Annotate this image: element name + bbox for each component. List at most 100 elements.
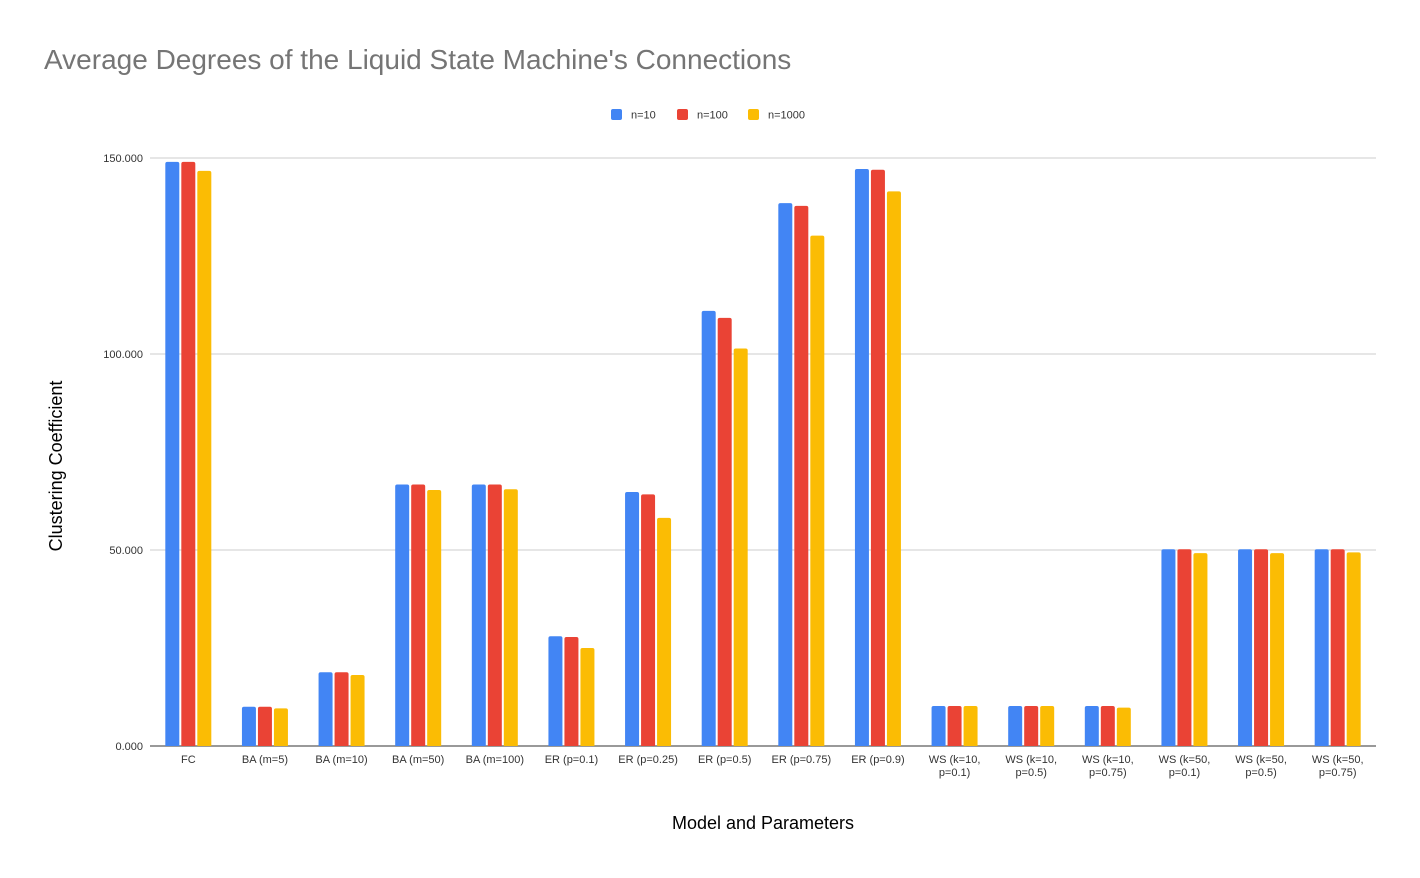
bar-n-100-8 — [794, 205, 809, 747]
x-tick-label: FC — [181, 754, 196, 766]
bar-n-10-1 — [241, 706, 256, 746]
x-tick-label: ER (p=0.1) — [545, 754, 599, 766]
bar-n-100-11 — [1024, 706, 1039, 746]
bar-n-1000-3 — [427, 490, 442, 746]
y-tick-label: 150.000 — [103, 153, 143, 165]
bar-n-1000-1 — [273, 708, 288, 746]
bar-n-10-10 — [931, 706, 946, 746]
x-tick-label-line: WS (k=10, — [929, 754, 981, 766]
bar-n-100-1 — [257, 706, 272, 746]
x-tick-label: WS (k=50, p=0.1) — [1159, 754, 1211, 779]
legend-label-n-100: n=100 — [697, 110, 728, 122]
bar-n-10-9 — [854, 168, 869, 746]
x-tick-label-line: BA (m=50) — [392, 754, 444, 766]
bar-n-1000-4 — [503, 489, 518, 746]
x-tick-label-line: ER (p=0.5) — [698, 754, 752, 766]
bar-n-100-7 — [717, 317, 732, 746]
bar-n-100-4 — [487, 484, 502, 746]
x-axis-title: Model and Parameters — [672, 813, 854, 833]
bar-n-1000-15 — [1346, 552, 1361, 746]
bar-n-100-0 — [181, 161, 196, 747]
bar-n-1000-0 — [197, 170, 212, 746]
y-tick-label: 100.000 — [103, 349, 143, 361]
x-tick-label-line: WS (k=10, — [1005, 754, 1057, 766]
bar-n-100-2 — [334, 672, 349, 746]
legend-label-n-1000: n=1000 — [768, 110, 805, 122]
y-axis-ticks: 0.000 50.000 100.000 150.000 — [103, 153, 143, 753]
x-tick-label-line: FC — [181, 754, 196, 766]
x-tick-label: BA (m=10) — [315, 754, 367, 766]
bar-n-100-13 — [1177, 549, 1192, 746]
x-tick-label: WS (k=50, p=0.5) — [1235, 754, 1287, 779]
bar-n-100-9 — [870, 169, 885, 746]
x-tick-label-line: WS (k=50, — [1235, 754, 1287, 766]
x-tick-label-line: p=0.5) — [1245, 767, 1277, 779]
bar-n-1000-10 — [963, 706, 978, 746]
bar-n-10-13 — [1161, 549, 1176, 746]
chart-title: Average Degrees of the Liquid State Mach… — [44, 44, 792, 75]
x-axis-ticks: FC BA (m=5) BA (m=10) BA (m=50) BA (m=100) ER… — [181, 754, 1364, 779]
x-tick-label: WS (k=10, p=0.1) — [929, 754, 981, 779]
x-tick-label: ER (p=0.9) — [851, 754, 905, 766]
legend-label-n-10: n=10 — [631, 110, 656, 122]
x-tick-label-line: p=0.5) — [1015, 767, 1047, 779]
x-tick-label-line: p=0.75) — [1089, 767, 1127, 779]
bar-n-1000-9 — [886, 191, 901, 746]
x-tick-label-line: p=0.1) — [1169, 767, 1201, 779]
bar-n-100-10 — [947, 706, 962, 746]
bar-n-1000-6 — [657, 517, 672, 746]
x-tick-label: BA (m=5) — [242, 754, 288, 766]
x-tick-label-line: ER (p=0.9) — [851, 754, 905, 766]
bar-n-1000-11 — [1040, 706, 1055, 746]
x-tick-label-line: WS (k=50, — [1159, 754, 1211, 766]
bar-n-1000-5 — [580, 648, 595, 746]
bar-n-10-11 — [1008, 706, 1023, 746]
bar-n-10-12 — [1084, 706, 1099, 746]
bar-n-1000-13 — [1193, 553, 1208, 746]
bar-n-100-5 — [564, 637, 579, 746]
bar-n-100-15 — [1330, 549, 1345, 746]
x-tick-label-line: ER (p=0.1) — [545, 754, 599, 766]
x-tick-label-line: ER (p=0.75) — [772, 754, 832, 766]
x-tick-label: WS (k=10, p=0.75) — [1082, 754, 1134, 779]
gridlines — [150, 157, 1376, 747]
x-tick-label: WS (k=10, p=0.5) — [1005, 754, 1057, 779]
legend-swatch-n-100 — [677, 109, 688, 120]
x-tick-label-line: WS (k=10, — [1082, 754, 1134, 766]
bars — [165, 161, 1361, 747]
bar-n-10-2 — [318, 672, 333, 746]
legend-swatch-n-1000 — [748, 109, 759, 120]
x-tick-label: BA (m=100) — [466, 754, 524, 766]
x-tick-label: ER (p=0.25) — [618, 754, 678, 766]
bar-n-100-3 — [411, 484, 426, 746]
bar-n-10-4 — [471, 484, 486, 746]
y-tick-label: 0.000 — [115, 741, 143, 753]
x-tick-label-line: p=0.1) — [939, 767, 971, 779]
x-tick-label-line: p=0.75) — [1319, 767, 1357, 779]
x-tick-label: WS (k=50, p=0.75) — [1312, 754, 1364, 779]
bar-n-10-8 — [778, 203, 793, 746]
bar-n-100-12 — [1100, 706, 1115, 746]
x-tick-label-line: BA (m=5) — [242, 754, 288, 766]
bar-n-1000-12 — [1116, 707, 1131, 746]
bar-n-10-6 — [625, 491, 640, 746]
x-tick-label: ER (p=0.5) — [698, 754, 752, 766]
bar-n-100-14 — [1254, 549, 1269, 746]
bar-n-1000-14 — [1270, 553, 1285, 746]
y-axis-title: Clustering Coefficient — [46, 381, 66, 552]
legend-swatch-n-10 — [611, 109, 622, 120]
bar-n-1000-2 — [350, 675, 365, 746]
x-tick-label-line: BA (m=100) — [466, 754, 524, 766]
x-tick-label: ER (p=0.75) — [772, 754, 832, 766]
bar-n-10-5 — [548, 636, 563, 746]
x-tick-label-line: WS (k=50, — [1312, 754, 1364, 766]
bar-n-10-3 — [395, 484, 410, 746]
bar-n-1000-8 — [810, 235, 825, 746]
bar-n-1000-7 — [733, 348, 748, 746]
x-tick-label: BA (m=50) — [392, 754, 444, 766]
x-tick-label-line: ER (p=0.25) — [618, 754, 678, 766]
legend: n=10 n=100 n=1000 — [611, 109, 805, 122]
y-tick-label: 50.000 — [109, 545, 143, 557]
bar-n-10-15 — [1314, 549, 1329, 746]
